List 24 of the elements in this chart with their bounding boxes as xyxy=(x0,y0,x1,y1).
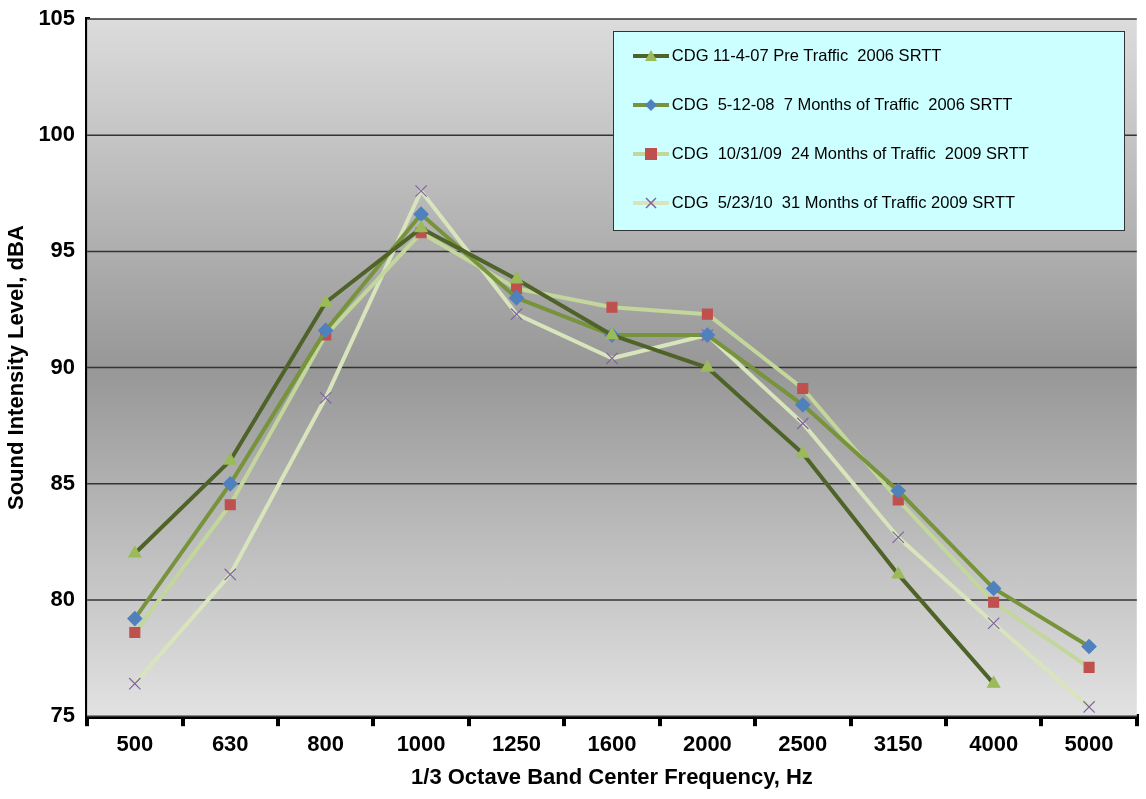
y-tick-label: 85 xyxy=(50,469,76,495)
y-tick-label: 105 xyxy=(38,5,76,31)
x-tick-label: 1250 xyxy=(492,731,541,757)
x-tick-label: 1000 xyxy=(396,731,446,757)
x-tick-label: 800 xyxy=(307,731,345,757)
x-tick-label: 1600 xyxy=(587,731,637,757)
y-tick-label: 95 xyxy=(50,237,76,263)
legend-label: CDG 5-12-08 7 Months of Traffic 2006 SRTT xyxy=(671,95,1013,114)
y-tick-label: 90 xyxy=(50,353,76,379)
legend-label: CDG 5/23/10 31 Months of Traffic 2009 SRTT xyxy=(671,193,1016,212)
y-tick-label: 80 xyxy=(50,586,76,612)
x-tick-label: 2500 xyxy=(778,731,828,757)
x-tick-label: 2000 xyxy=(682,731,732,757)
y-tick-label: 100 xyxy=(38,121,76,147)
x-tick-label: 5000 xyxy=(1064,731,1114,757)
x-tick-label: 3150 xyxy=(873,731,923,757)
x-tick-label: 500 xyxy=(116,731,154,757)
legend-label: CDG 11-4-07 Pre Traffic 2006 SRTT xyxy=(671,46,942,65)
x-axis-title: 1/3 Octave Band Center Frequency, Hz xyxy=(411,763,813,789)
x-tick-label: 630 xyxy=(211,731,249,757)
legend-label: CDG 10/31/09 24 Months of Traffic 2009 SRTT xyxy=(671,144,1029,163)
y-axis-title: Sound Intensity Level, dBA xyxy=(3,225,29,511)
x-tick-label: 4000 xyxy=(969,731,1019,757)
y-tick-label: 75 xyxy=(50,702,76,728)
